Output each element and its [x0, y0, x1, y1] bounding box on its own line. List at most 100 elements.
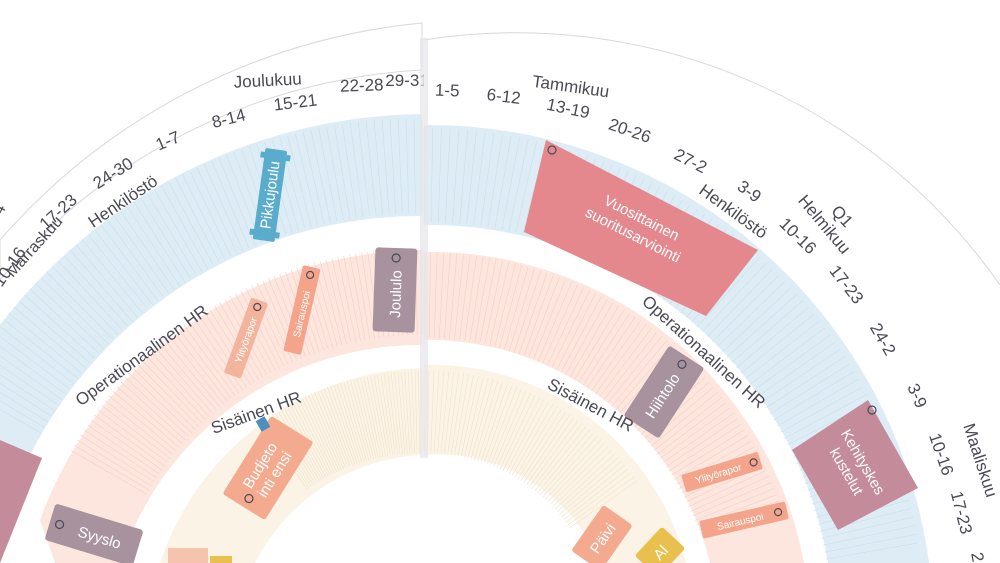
day-tick: [731, 300, 804, 363]
day-tick: [480, 383, 508, 462]
day-tick: [513, 270, 542, 353]
day-tick: [307, 394, 342, 471]
day-tick: [169, 336, 224, 405]
day-tick: [518, 272, 548, 355]
day-tick: [35, 283, 105, 350]
day-tick: [240, 290, 281, 369]
day-tick: [377, 374, 391, 456]
day-tick: [326, 126, 344, 221]
day-tick: [560, 296, 602, 373]
day-tick: [717, 281, 786, 347]
day-tick: [749, 327, 826, 385]
day-tick: [563, 468, 629, 520]
day-tick: [418, 371, 420, 454]
day-tick: [511, 404, 554, 476]
day-tick: [702, 262, 767, 332]
page-fold-shadow: [420, 38, 428, 458]
day-tick: [559, 460, 622, 515]
day-tick: [569, 302, 614, 378]
day-tick: [414, 371, 418, 454]
day-tick: [29, 288, 100, 354]
day-tick: [366, 376, 384, 457]
day-tick: [383, 373, 396, 455]
day-tick: [766, 356, 846, 409]
day-tick: [454, 254, 464, 340]
day-tick: [101, 405, 171, 459]
day-tick: [552, 449, 612, 508]
day-tick: [298, 399, 335, 474]
event-paiva[interactable]: Päivi: [571, 505, 633, 563]
day-tick: [141, 360, 203, 424]
day-tick: [567, 476, 635, 526]
day-tick: [663, 412, 734, 463]
day-tick: [40, 277, 109, 345]
event-al[interactable]: Al: [635, 526, 686, 563]
day-tick: [394, 372, 403, 454]
day-tick: [336, 383, 363, 463]
day-tick: [178, 328, 232, 399]
event-suoritusarviointi[interactable]: [524, 140, 758, 316]
day-tick: [522, 142, 546, 235]
day-tick: [487, 386, 518, 464]
day-tick: [168, 181, 214, 266]
day-tick: [665, 418, 738, 467]
day-tick: [459, 254, 471, 341]
day-tick: [413, 118, 416, 214]
day-tick: [551, 290, 590, 368]
week-label-mar-partial: 2: [967, 551, 987, 563]
day-tick: [542, 284, 579, 364]
event-block-internal-left-2[interactable]: [210, 556, 232, 563]
day-tick: [127, 206, 180, 286]
week-label-15-21: 15-21: [273, 90, 318, 114]
day-tick: [784, 394, 868, 439]
event-joululo[interactable]: Joululo: [372, 247, 418, 333]
day-tick: [203, 311, 252, 386]
day-tick: [674, 435, 749, 480]
day-tick: [208, 308, 256, 383]
day-tick: [824, 533, 917, 553]
day-tick: [653, 397, 723, 451]
day-tick: [88, 234, 148, 310]
week-label-partial: 4: [0, 201, 10, 218]
day-tick: [430, 370, 435, 453]
event-joululo-label: Joululo: [387, 270, 406, 318]
day-tick: [428, 252, 431, 339]
day-tick: [318, 128, 338, 222]
day-tick: [251, 285, 289, 365]
day-tick: [758, 341, 836, 397]
day-tick: [474, 257, 490, 343]
day-tick: [175, 178, 220, 263]
day-tick: [77, 439, 152, 487]
day-tick: [459, 129, 469, 224]
operational-band-left: [40, 250, 422, 563]
day-tick: [147, 193, 197, 276]
day-tick: [387, 373, 398, 455]
day-tick: [133, 201, 186, 283]
day-tick: [287, 135, 312, 228]
day-tick: [334, 125, 351, 219]
week-label-1-5: 1-5: [435, 81, 460, 101]
event-marker-blue[interactable]: [255, 416, 271, 432]
week-label-6-12: 6-12: [486, 85, 522, 108]
day-tick: [487, 134, 503, 228]
day-tick: [745, 320, 820, 380]
day-tick: [380, 373, 394, 456]
day-tick: [688, 469, 767, 507]
day-tick: [105, 400, 174, 455]
day-tick: [353, 379, 374, 460]
event-syysloma[interactable]: Syyslo: [44, 503, 143, 563]
day-tick: [292, 402, 331, 476]
day-tick: [120, 210, 175, 290]
event-hiihtoloma[interactable]: Hiihtolo: [624, 345, 705, 438]
day-tick: [461, 375, 479, 457]
event-kehityskeskustelut[interactable]: [792, 400, 918, 530]
event-block-left-edge[interactable]: [0, 440, 42, 563]
day-tick: [0, 364, 59, 406]
day-tick: [94, 229, 154, 306]
day-tick: [533, 279, 566, 360]
day-tick: [515, 140, 538, 233]
event-block-internal-left[interactable]: [168, 548, 208, 563]
day-tick: [707, 268, 773, 337]
day-tick: [493, 390, 527, 467]
day-tick: [603, 331, 657, 401]
